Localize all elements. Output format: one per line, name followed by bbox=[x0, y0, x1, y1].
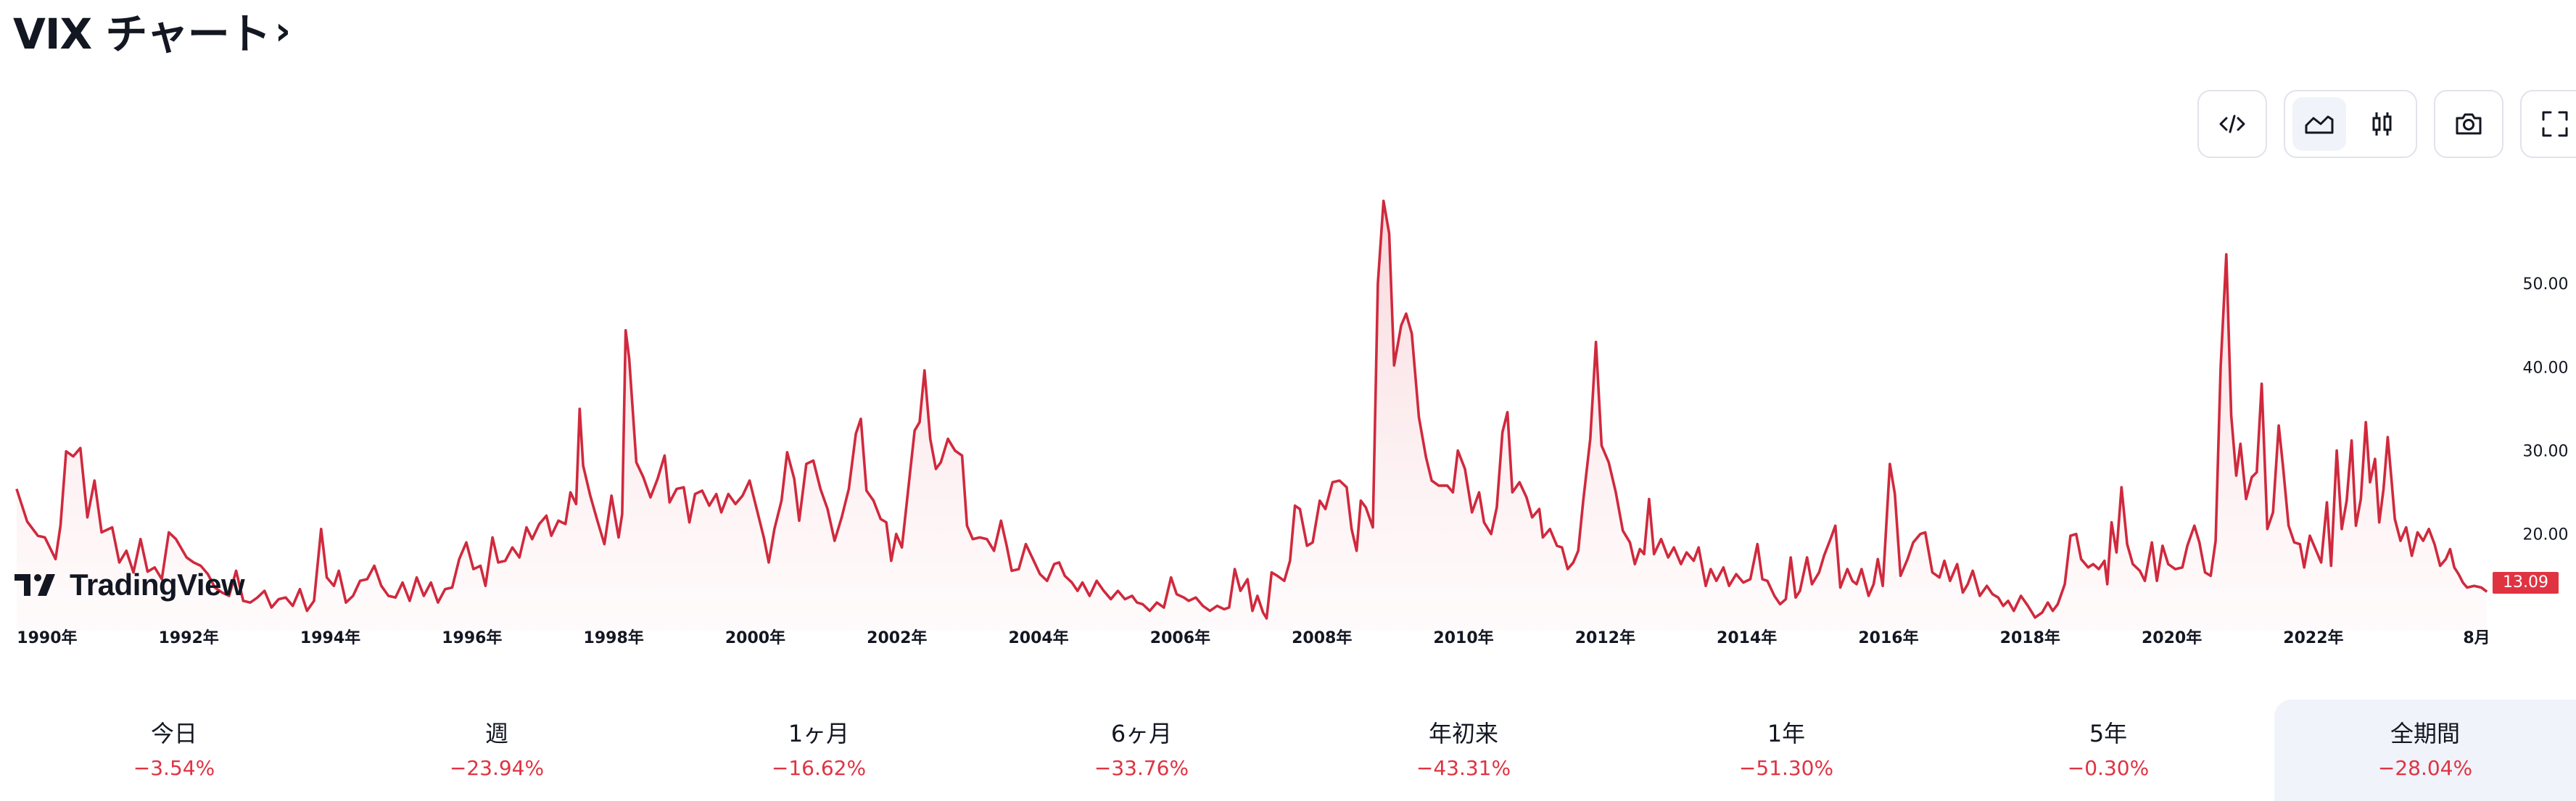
tradingview-logo-icon bbox=[15, 574, 55, 596]
y-axis: 20.00 30.00 40.00 50.00 bbox=[2523, 275, 2569, 544]
x-tick-label: 1992年 bbox=[159, 628, 219, 647]
perf-value: −28.04% bbox=[2377, 756, 2473, 780]
perf-item-6month[interactable]: 6ヶ月 −33.76% bbox=[996, 700, 1287, 801]
x-axis: 1990年 1992年 1994年 1996年 1998年 2000年 2002年 2004年… bbox=[17, 628, 2490, 647]
x-tick-label: 2018年 bbox=[2000, 628, 2060, 647]
perf-label: 全期間 bbox=[2390, 720, 2460, 747]
x-tick-label: 1990年 bbox=[17, 628, 77, 647]
x-tick-label: 2014年 bbox=[1717, 628, 1777, 647]
perf-value: −51.30% bbox=[1738, 756, 1834, 780]
perf-item-5year[interactable]: 5年 −0.30% bbox=[1963, 700, 2253, 801]
perf-item-ytd[interactable]: 年初来 −43.31% bbox=[1318, 700, 1609, 801]
x-tick-label: 2012年 bbox=[1575, 628, 1635, 647]
perf-label: 1ヶ月 bbox=[788, 720, 850, 747]
area-chart-button[interactable] bbox=[2292, 97, 2346, 151]
x-tick-label: 2020年 bbox=[2142, 628, 2202, 647]
page-title: VIX チャート bbox=[13, 9, 271, 59]
perf-label: 年初来 bbox=[1428, 720, 1498, 747]
x-tick-label: 1998年 bbox=[584, 628, 644, 647]
vix-area-chart[interactable]: 20.00 30.00 40.00 50.00 1990年 1992年 1994年 1996… bbox=[0, 167, 2576, 660]
y-tick-label: 30.00 bbox=[2523, 443, 2569, 461]
x-tick-label: 2002年 bbox=[867, 628, 927, 647]
x-tick-label: 2022年 bbox=[2283, 628, 2343, 647]
x-tick-label: 2004年 bbox=[1008, 628, 1068, 647]
performance-bar: 今日 −3.54% 週 −23.94% 1ヶ月 −16.62% 6ヶ月 −33.… bbox=[0, 700, 2576, 801]
x-tick-label: 1996年 bbox=[442, 628, 502, 647]
fullscreen-icon bbox=[2542, 111, 2568, 137]
fullscreen-button[interactable] bbox=[2520, 90, 2576, 158]
x-tick-label: 2008年 bbox=[1292, 628, 1352, 647]
x-tick-label: 2006年 bbox=[1150, 628, 1210, 647]
perf-item-all-time[interactable]: 全期間 −28.04% bbox=[2274, 700, 2576, 801]
perf-item-1year[interactable]: 1年 −51.30% bbox=[1641, 700, 1931, 801]
chart-title-link[interactable]: VIX チャート › bbox=[13, 0, 291, 61]
last-price-badge: 13.09 bbox=[2493, 572, 2559, 594]
code-icon bbox=[2219, 115, 2245, 133]
tradingview-logo[interactable]: TradingView bbox=[15, 568, 245, 602]
x-tick-label: 2010年 bbox=[1433, 628, 1493, 647]
perf-value: −33.76% bbox=[1094, 756, 1189, 780]
perf-label: 週 bbox=[484, 720, 508, 747]
perf-value: −16.62% bbox=[771, 756, 867, 780]
perf-label: 今日 bbox=[150, 720, 197, 747]
y-tick-label: 50.00 bbox=[2523, 275, 2569, 294]
y-tick-label: 20.00 bbox=[2523, 526, 2569, 544]
perf-value: −0.30% bbox=[2067, 756, 2150, 780]
perf-item-today[interactable]: 今日 −3.54% bbox=[29, 700, 319, 801]
area-chart-icon bbox=[2305, 115, 2334, 134]
x-tick-label: 2016年 bbox=[1858, 628, 1918, 647]
y-tick-label: 40.00 bbox=[2523, 359, 2569, 377]
snapshot-button[interactable] bbox=[2434, 90, 2503, 158]
perf-item-week[interactable]: 週 −23.94% bbox=[352, 700, 642, 801]
x-tick-label: 1994年 bbox=[300, 628, 360, 647]
candlestick-icon bbox=[2372, 112, 2392, 136]
perf-label: 1年 bbox=[1767, 720, 1806, 747]
candles-chart-button[interactable] bbox=[2355, 97, 2408, 151]
x-tick-label: 2000年 bbox=[725, 628, 785, 647]
series-line bbox=[15, 199, 2488, 620]
perf-item-1month[interactable]: 1ヶ月 −16.62% bbox=[674, 700, 964, 801]
embed-code-button[interactable] bbox=[2197, 90, 2267, 158]
perf-value: −23.94% bbox=[449, 756, 545, 780]
perf-label: 5年 bbox=[2089, 720, 2128, 747]
logo-text: TradingView bbox=[70, 568, 245, 602]
area-fill bbox=[16, 201, 2488, 631]
chevron-right-icon: › bbox=[274, 7, 291, 54]
camera-icon bbox=[2456, 113, 2482, 135]
perf-label: 6ヶ月 bbox=[1110, 720, 1173, 747]
perf-value: −43.31% bbox=[1416, 756, 1511, 780]
x-tick-label: 8月 bbox=[2463, 629, 2490, 647]
chart-type-toggle bbox=[2284, 90, 2417, 158]
perf-value: −3.54% bbox=[133, 756, 215, 780]
